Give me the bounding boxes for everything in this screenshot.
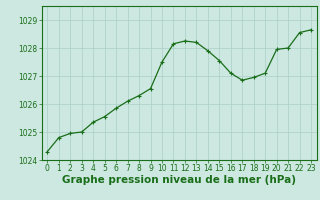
X-axis label: Graphe pression niveau de la mer (hPa): Graphe pression niveau de la mer (hPa) [62,175,296,185]
